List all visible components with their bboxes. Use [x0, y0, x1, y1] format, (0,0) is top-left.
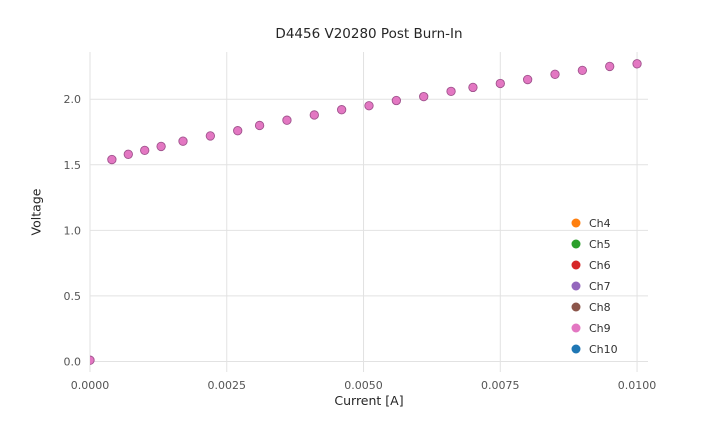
data-point	[605, 61, 615, 72]
data-point	[107, 154, 117, 165]
data-point	[391, 95, 402, 106]
x-axis-label: Current [A]	[334, 393, 404, 408]
y-tick-label: 2.0	[64, 93, 82, 106]
data-point	[550, 69, 560, 79]
data-point	[123, 149, 133, 159]
chart-title: D4456 V20280 Post Burn-In	[275, 26, 463, 42]
data-point	[446, 86, 456, 96]
data-point	[205, 131, 216, 141]
data-point	[309, 110, 319, 120]
legend-label: Ch7	[589, 280, 611, 293]
legend-marker	[571, 218, 581, 228]
data-point	[468, 82, 478, 93]
data-point	[156, 141, 166, 152]
data-point	[364, 101, 374, 111]
x-tick-label: 0.0075	[481, 379, 520, 392]
legend-marker	[571, 344, 581, 354]
scatter-points	[90, 59, 642, 365]
y-tick-label: 1.0	[64, 224, 82, 237]
y-tick-label: 0.0	[64, 356, 82, 369]
legend-label: Ch4	[589, 217, 611, 230]
legend-label: Ch9	[589, 322, 611, 335]
legend-marker	[571, 260, 581, 270]
data-point	[632, 59, 642, 69]
legend-marker	[571, 323, 581, 333]
y-axis-label: Voltage	[28, 188, 44, 236]
x-tick-label: 0.0000	[71, 379, 110, 392]
legend-marker	[571, 302, 581, 312]
legend-label: Ch10	[589, 343, 618, 356]
data-point	[140, 145, 150, 156]
y-tick-label: 1.5	[64, 159, 82, 172]
legend-label: Ch5	[589, 238, 611, 251]
data-point	[254, 120, 265, 131]
data-point	[178, 136, 188, 146]
legend-label: Ch6	[589, 259, 611, 272]
legend-label: Ch8	[589, 301, 611, 314]
data-point	[495, 78, 505, 89]
x-tick-label: 0.0050	[344, 379, 383, 392]
data-point	[282, 115, 292, 125]
data-point	[90, 355, 95, 365]
y-tick-label: 0.5	[64, 290, 82, 303]
legend-marker	[571, 281, 581, 291]
x-tick-label: 0.0100	[618, 379, 657, 392]
data-point	[577, 65, 588, 76]
legend: Ch4 Ch5 Ch6 Ch7 Ch8 Ch9 Ch10	[571, 217, 618, 356]
x-tick-label: 0.0025	[208, 379, 247, 392]
data-point	[419, 91, 429, 102]
data-point	[522, 74, 533, 85]
legend-marker	[571, 239, 581, 249]
data-point	[336, 105, 347, 115]
gridlines	[89, 52, 648, 372]
data-point	[233, 126, 243, 136]
